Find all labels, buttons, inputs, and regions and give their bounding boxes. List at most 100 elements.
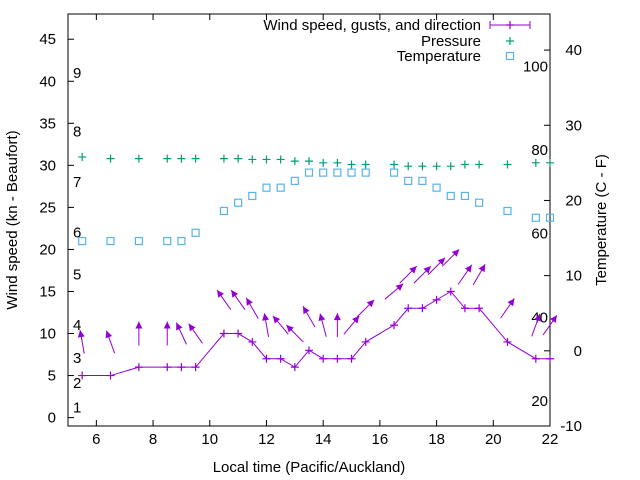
arrow-head <box>217 290 224 298</box>
temperature-point <box>347 168 356 177</box>
pressure-point <box>276 155 285 164</box>
y-tick-label: 0 <box>48 410 56 427</box>
temperature-point <box>191 228 200 237</box>
arrow-head <box>105 330 113 339</box>
wind-speed-point <box>361 337 370 346</box>
arrow-head <box>163 321 171 329</box>
pressure-point <box>78 152 87 161</box>
temperature-point <box>78 236 87 246</box>
wind-speed-point <box>177 363 186 372</box>
beaufort-label: 8 <box>73 124 81 141</box>
wind-speed-point <box>134 363 143 372</box>
x-tick-label: 14 <box>315 431 332 448</box>
temperature-point <box>418 176 427 186</box>
wind-speed-point <box>290 363 299 372</box>
y-tick-label: 15 <box>39 283 56 300</box>
fahrenheit-label: 100 <box>523 59 548 76</box>
x-tick-label: 20 <box>485 431 502 448</box>
wind-direction-arrow <box>531 313 541 337</box>
wind-speed-point <box>106 371 115 380</box>
wind-direction-arrow <box>262 313 270 338</box>
pressure-point <box>361 160 370 169</box>
pressure-point <box>163 154 172 163</box>
y2-tick-label: 0 <box>574 343 582 360</box>
pressure-point <box>234 154 243 163</box>
y2-tick-label: 10 <box>565 268 582 285</box>
arrow-head <box>550 315 557 324</box>
fahrenheit-label: 80 <box>531 142 548 159</box>
pressure-point <box>106 154 115 163</box>
wind-direction-arrow <box>302 306 316 328</box>
wind-direction-arrow <box>272 315 289 335</box>
legend-pressure-marker <box>506 37 514 45</box>
wind-direction-arrow <box>175 322 187 345</box>
temperature-point <box>531 213 540 222</box>
arrow-head <box>451 249 460 257</box>
wind-direction-arrow <box>216 289 232 310</box>
pressure-point <box>531 158 540 167</box>
pressure-point <box>475 160 484 169</box>
beaufort-label: 3 <box>73 350 81 367</box>
temperature-point <box>248 191 257 201</box>
pressure-point <box>177 154 186 163</box>
arrow-head <box>318 313 326 322</box>
temperature-point <box>545 213 555 222</box>
wind-direction-arrow <box>230 289 246 310</box>
arrow-head <box>303 306 310 315</box>
wind-direction-arrow <box>285 324 304 343</box>
arrow-head <box>286 325 294 333</box>
arrow-head <box>188 323 196 332</box>
temperature-point <box>503 206 512 216</box>
legend-temperature-marker <box>505 51 515 61</box>
pressure-point <box>262 155 271 164</box>
x-tick-label: 8 <box>149 431 157 448</box>
wind-direction-arrow <box>163 321 171 346</box>
axes: 6 8 10 12 14 16 18 20 22051015202530354045-10010… <box>39 13 582 448</box>
x-tick-label: 12 <box>258 431 275 448</box>
pressure-point <box>546 158 554 167</box>
beaufort-label: 4 <box>73 317 81 334</box>
x-tick-label: 16 <box>372 431 389 448</box>
y2-tick-label: -10 <box>560 418 582 435</box>
temperature-point <box>262 183 271 192</box>
wind-direction-arrow <box>399 265 418 284</box>
fahrenheit-label: 20 <box>531 393 548 410</box>
wind-speed-point <box>418 304 427 313</box>
plot-frame <box>67 13 551 427</box>
pressure-point <box>333 158 342 167</box>
temperature-point <box>319 168 328 177</box>
temperature-point <box>276 183 285 192</box>
beaufort-label: 6 <box>73 225 81 242</box>
wind-speed-point <box>347 354 356 363</box>
pressure-point <box>390 160 399 169</box>
temperature-point <box>219 206 229 216</box>
pressure-point <box>347 160 356 169</box>
arrow-head <box>507 298 515 307</box>
temperature-point <box>234 198 243 207</box>
temperature-point <box>290 176 299 186</box>
pressure-point <box>305 157 313 166</box>
wind-speed-point <box>248 337 257 346</box>
wind-direction-arrow <box>245 297 259 319</box>
arrow-head <box>395 283 404 291</box>
temperature-point <box>460 191 470 201</box>
arrow-head <box>423 266 431 274</box>
legend-wind-marker <box>506 21 514 29</box>
pressure-point <box>404 162 413 171</box>
temperature-point <box>134 236 143 246</box>
beaufort-label: 5 <box>73 267 81 284</box>
wind-speed-point <box>219 329 228 338</box>
arrow-head <box>437 257 446 266</box>
y2-axis-label: Temperature (C - F) <box>593 154 610 286</box>
pressure-point <box>446 162 455 171</box>
temperature-point <box>304 168 314 177</box>
wind-speed-point <box>503 337 512 346</box>
arrow-head <box>352 315 360 324</box>
legend-wind-caps <box>489 21 531 29</box>
legend-label-pressure: Pressure <box>421 33 481 50</box>
wind-direction-arrow <box>384 283 404 300</box>
pressure-point <box>191 154 200 163</box>
wind-speed-point <box>319 354 328 363</box>
pressure-point <box>503 160 512 169</box>
wind-speed-point <box>333 354 342 363</box>
